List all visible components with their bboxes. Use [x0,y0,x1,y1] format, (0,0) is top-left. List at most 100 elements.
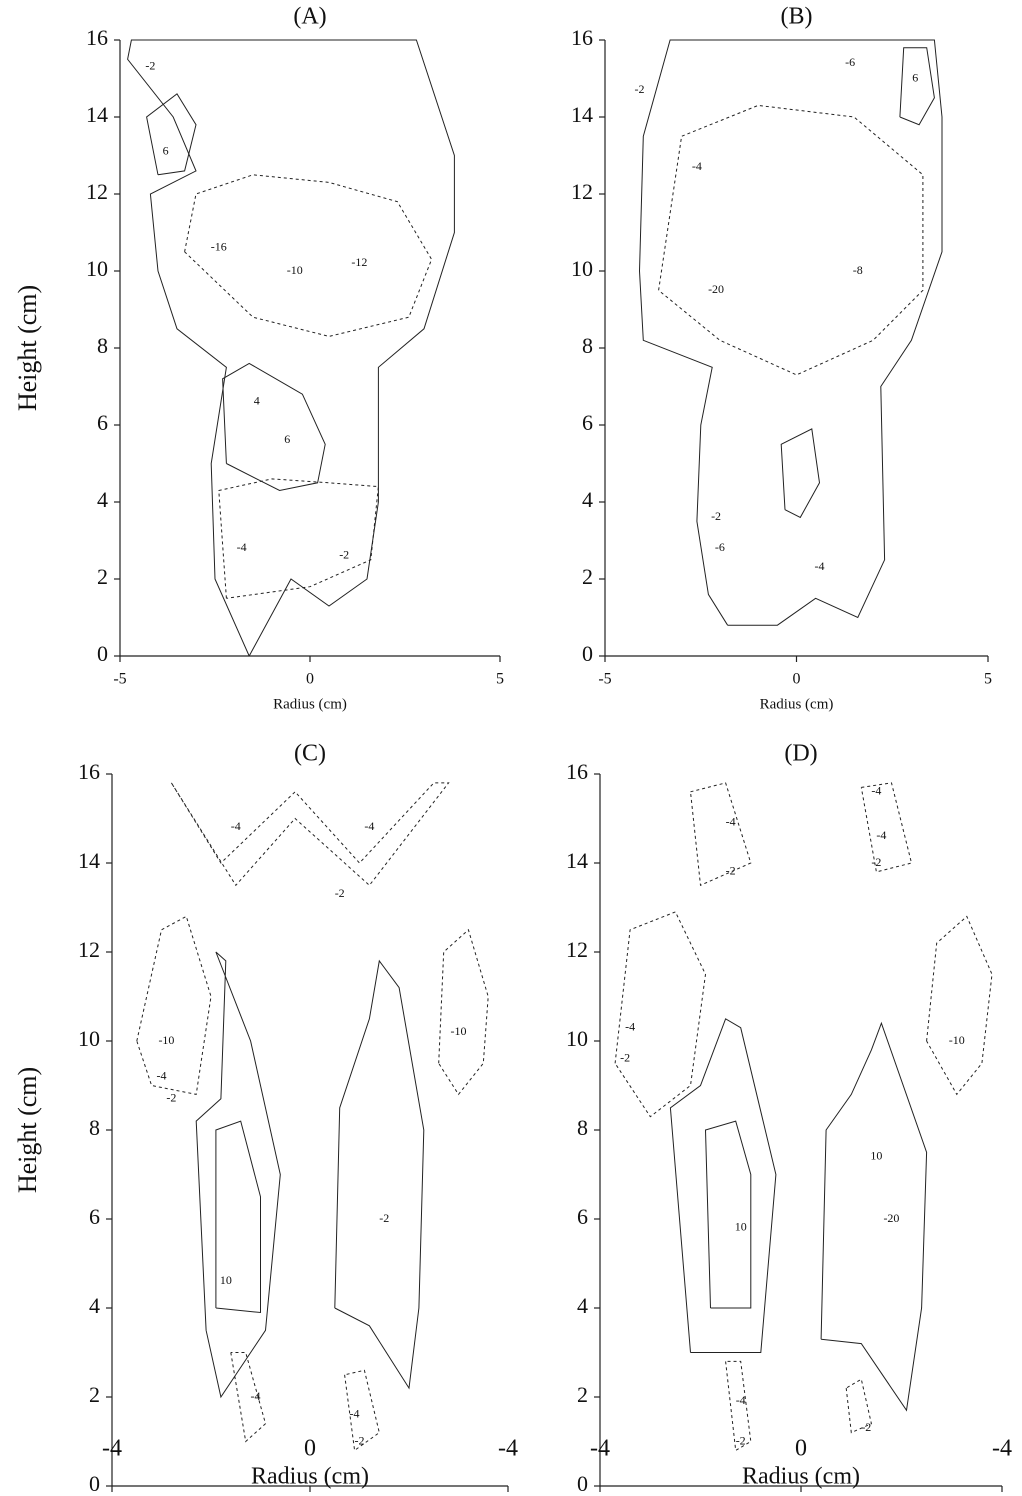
contour-label: -2 [379,1211,389,1225]
contour-line [638,39,943,626]
contour-label: -10 [949,1033,965,1047]
contour-label: -2 [339,548,349,562]
contour-label: -4 [814,559,824,573]
contour-label: -2 [620,1051,630,1065]
contour-label: -4 [231,819,241,833]
x-tick-label: 5 [496,671,504,688]
contour-label: -4 [625,1019,635,1033]
x-tick-label: -4 [992,1436,1012,1462]
contour-line [860,782,913,873]
contour-label: -2 [335,886,345,900]
x-tick-label: -5 [598,671,611,688]
y-tick-label: 10 [571,256,593,281]
contour-line [184,174,433,337]
contour-line [669,1018,777,1353]
y-tick-label: 16 [86,25,108,50]
contour-label: -4 [157,1068,167,1082]
contour-label: -4 [364,819,374,833]
contour-label: -10 [158,1033,174,1047]
contour-label: -2 [166,1091,176,1105]
contour-label: -2 [145,59,155,73]
y-tick-label: 6 [577,1204,588,1229]
contour-label: -2 [871,855,881,869]
contour-label: -4 [692,159,702,173]
y-tick-label: 10 [566,1026,588,1051]
y-tick-label: 0 [97,641,108,666]
contour-label: -4 [237,540,247,554]
y-axis-label: Height (cm) [13,1067,42,1193]
y-tick-label: 16 [571,25,593,50]
x-tick-label: 0 [793,671,801,688]
contour-label: -4 [251,1389,261,1403]
y-tick-label: 12 [86,179,108,204]
contour-line [725,1360,752,1452]
panel: (B) 0 2 4 6 8 10 12 14 16 -5 0 5 Radius (cm) -2 -6 6 -4 -2… [571,4,992,713]
contour-line [215,1120,261,1314]
contour-line [195,951,281,1399]
y-tick-label: 0 [89,1471,100,1496]
contour-label: -2 [736,1433,746,1447]
y-tick-label: 2 [89,1382,100,1407]
contour-line [820,1021,928,1412]
contour-line [344,1369,380,1452]
y-tick-label: 14 [571,102,593,127]
contour-label: -4 [350,1407,360,1421]
contour-label: -4 [726,815,736,829]
y-tick-label: 8 [577,1115,588,1140]
x-axis-label: Radius (cm) [251,1464,369,1490]
x-axis-label: Radius (cm) [273,696,347,712]
contour-line [899,47,935,126]
x-axis-label: Radius (cm) [742,1464,860,1490]
contour-label: -10 [287,263,303,277]
contour-label: -4 [736,1393,746,1407]
panel-title: (D) [784,741,817,767]
x-tick-label: -4 [498,1436,518,1462]
y-tick-label: 0 [577,1471,588,1496]
contour-line [136,915,212,1095]
x-tick-label: 0 [795,1436,807,1462]
contour-line [690,782,752,887]
y-tick-label: 16 [566,759,588,784]
panel-title: (A) [293,4,326,30]
y-tick-label: 12 [566,937,588,962]
contour-line [658,104,924,376]
contour-label: -2 [726,864,736,878]
y-tick-label: 8 [97,333,108,358]
x-tick-label: -4 [590,1436,610,1462]
x-tick-label: -5 [113,671,126,688]
contour-label: -6 [845,55,855,69]
contour-line [334,959,425,1390]
contour-label: 6 [284,432,290,446]
contour-label: -8 [853,263,863,277]
contour-line [218,478,379,599]
x-tick-label: 5 [984,671,992,688]
contour-label: -20 [883,1211,899,1225]
y-tick-label: 8 [89,1115,100,1140]
contour-line [845,1378,872,1434]
contour-label: -2 [861,1420,871,1434]
y-tick-label: 12 [78,937,100,962]
y-tick-label: 6 [89,1204,100,1229]
panel-title: (C) [294,741,326,767]
y-tick-label: 0 [582,641,593,666]
y-tick-label: 6 [97,410,108,435]
contour-line [146,93,197,176]
y-axis-label: Height (cm) [13,285,42,411]
x-tick-label: -4 [102,1436,122,1462]
contour-label: -10 [451,1024,467,1038]
y-tick-label: 6 [582,410,593,435]
y-tick-label: 16 [78,759,100,784]
contour-label: -4 [871,784,881,798]
y-tick-label: 14 [86,102,108,127]
y-tick-label: 4 [89,1293,100,1318]
y-tick-label: 10 [86,256,108,281]
y-tick-label: 14 [566,848,588,873]
contour-label: -2 [634,82,644,96]
panel: (A) 0 2 4 6 8 10 12 14 16 -5 0 5 Radius (cm) Height (c… [13,4,504,713]
y-tick-label: 10 [78,1026,100,1051]
contour-line [926,915,993,1096]
contour-label: -2 [355,1433,365,1447]
contour-label: -20 [708,282,724,296]
